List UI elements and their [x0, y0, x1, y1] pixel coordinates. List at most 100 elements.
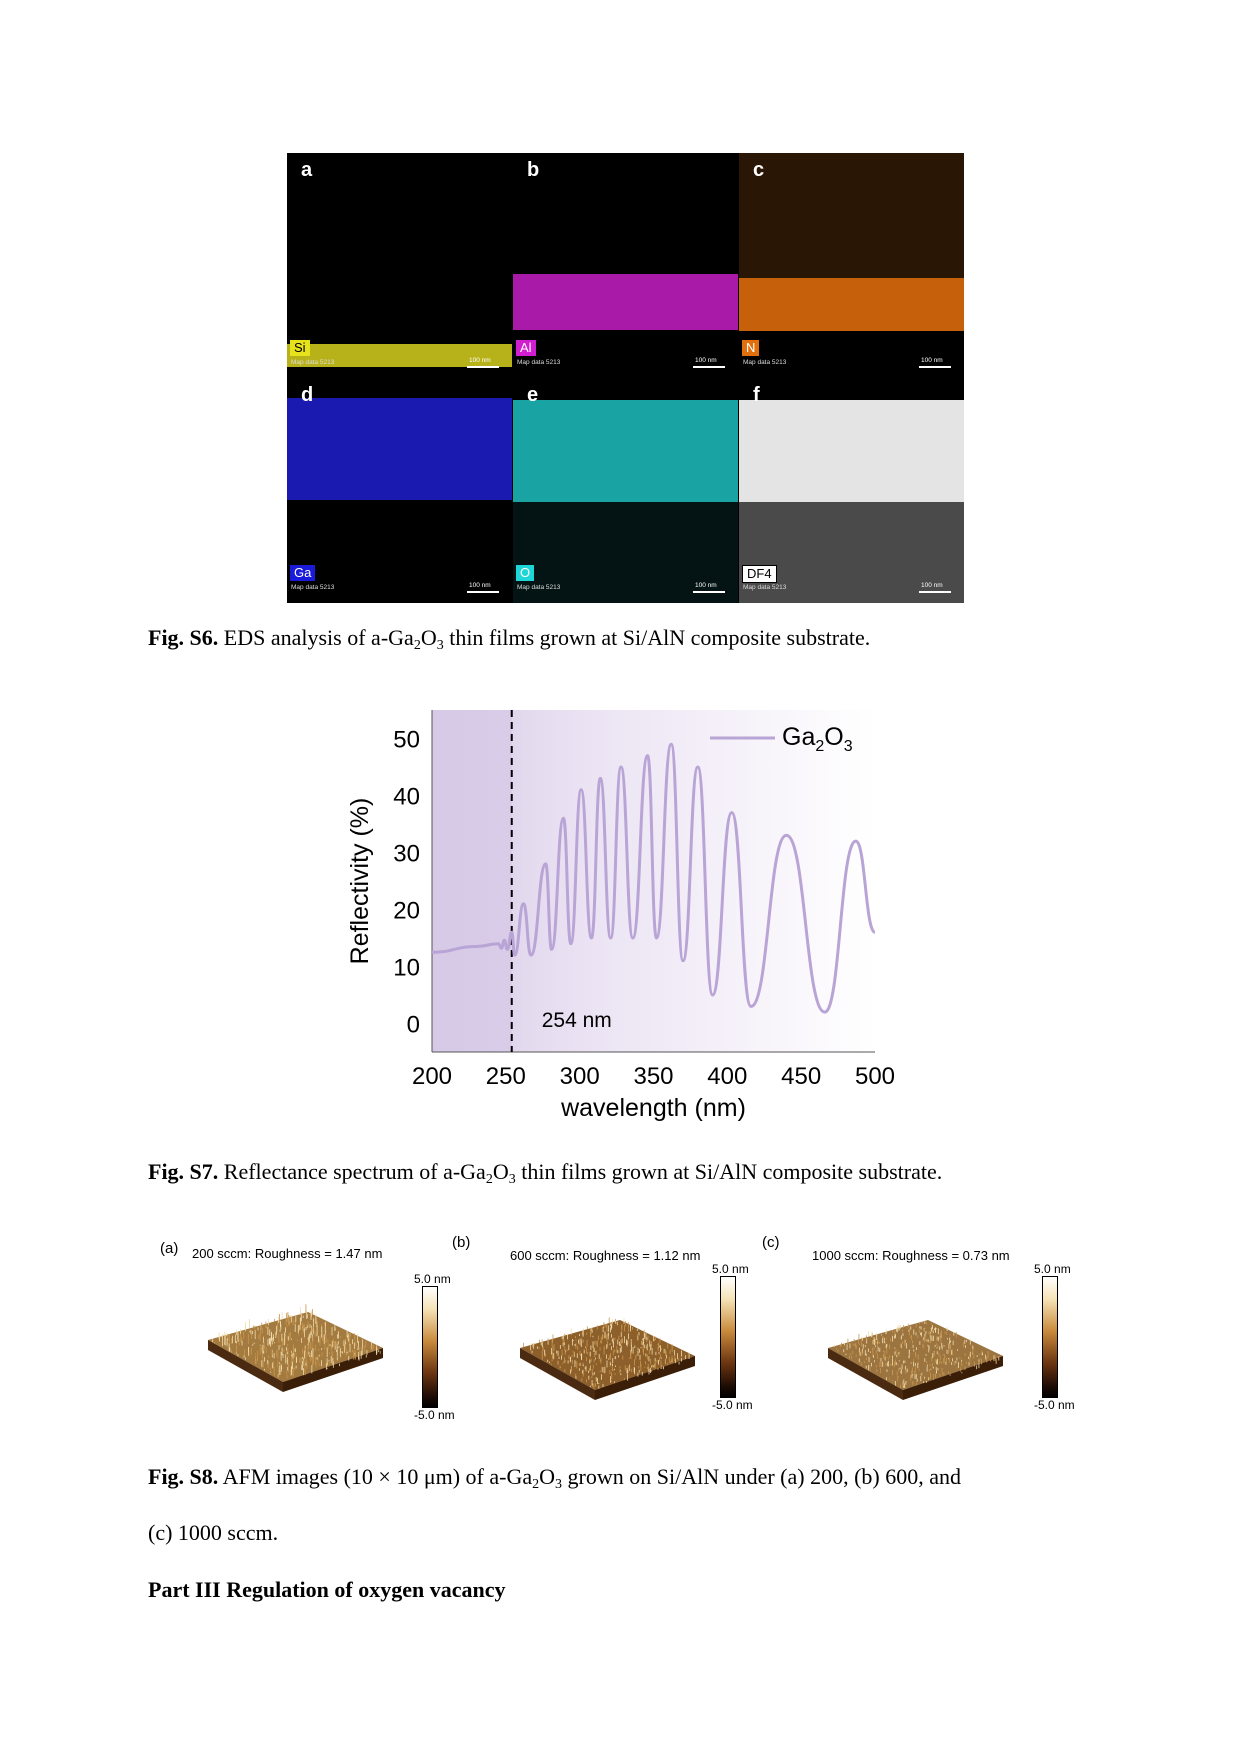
colorbar-max-label: 5.0 nm: [1034, 1262, 1071, 1276]
section-heading: Part III Regulation of oxygen vacancy: [148, 1577, 506, 1602]
y-tick-label: 0: [407, 1012, 420, 1039]
panel-letter: b: [527, 159, 540, 181]
scale-bar: [919, 366, 951, 368]
eds-panel-e: e O Map data 5213 100 nm: [513, 378, 738, 603]
afm-panel-title: 600 sccm: Roughness = 1.12 nm: [510, 1248, 701, 1263]
series-line-ga2o3: [431, 742, 877, 1014]
annotation-254nm: 254 nm: [542, 1009, 612, 1032]
element-label: Si: [290, 340, 310, 356]
afm-surface-3d: [828, 1320, 1003, 1400]
x-tick-label: 400: [707, 1063, 747, 1090]
eds-panel-b: b Al Map data 5213 100 nm: [513, 153, 738, 378]
afm-surface-side: [208, 1340, 283, 1392]
eds-signal-band: [513, 378, 738, 400]
element-label: O: [516, 565, 535, 581]
x-tick-label: 450: [781, 1063, 821, 1090]
eds-panel-a: a Si Map data 5213 100 nm: [287, 153, 512, 378]
afm-surface-side: [520, 1348, 595, 1400]
fig-s8-caption-line2: (c) 1000 sccm.: [148, 1520, 279, 1545]
map-data-label: Map data 5213: [291, 359, 335, 366]
colorbar-max-label: 5.0 nm: [712, 1262, 749, 1276]
scale-bar: [693, 366, 725, 368]
reflectance-chart: 200 250 300 350 400 450 500 0 10 20 30 40 50 wavele…: [346, 710, 895, 1122]
afm-colorbar: [720, 1276, 736, 1398]
panel-letter: c: [753, 159, 765, 181]
afm-surface-3d: [520, 1317, 695, 1400]
afm-panel-tag: (c): [762, 1234, 780, 1251]
scale-label: 100 nm: [921, 357, 943, 364]
map-data-label: Map data 5213: [517, 584, 561, 591]
shaded-region: [432, 710, 512, 1052]
afm-panel-a: (a) 200 sccm: Roughness = 1.47 nm 5.0 nm -5…: [150, 1226, 460, 1426]
afm-colorbar: [422, 1286, 438, 1408]
eds-panel-c: c N Map data 5213 100 nm: [739, 153, 964, 378]
eds-signal-band: [513, 502, 738, 603]
x-tick-label: 300: [560, 1063, 600, 1090]
map-data-label: Map data 5213: [743, 584, 787, 591]
afm-panel-title: 1000 sccm: Roughness = 0.73 nm: [812, 1248, 1010, 1263]
afm-colorbar: [1042, 1276, 1058, 1398]
eds-signal-band: [739, 153, 964, 278]
element-label: Al: [516, 340, 536, 356]
afm-surface-top: [520, 1320, 695, 1390]
x-tick-label: 200: [412, 1063, 452, 1090]
eds-panel-d: d Ga Map data 5213 100 nm: [287, 378, 512, 603]
x-tick-label: 500: [855, 1063, 895, 1090]
afm-panel-tag: (b): [452, 1234, 471, 1251]
afm-panel-tag: (a): [160, 1240, 179, 1257]
x-tick-label: 250: [486, 1063, 526, 1090]
eds-signal-band: [739, 502, 964, 603]
panel-letter: d: [301, 384, 314, 406]
x-axis-label: wavelength (nm): [560, 1094, 746, 1122]
scale-bar: [919, 591, 951, 593]
afm-panel-b: (b) 600 sccm: Roughness = 1.12 nm 5.0 nm -5…: [452, 1226, 770, 1426]
y-tick-label: 30: [393, 841, 420, 868]
scale-label: 100 nm: [695, 357, 717, 364]
eds-signal-band: [739, 400, 964, 502]
y-tick-label: 40: [393, 784, 420, 811]
panel-letter: f: [753, 384, 760, 406]
y-tick-label: 20: [393, 898, 420, 925]
afm-surface-3d: [208, 1304, 383, 1392]
element-label: N: [742, 340, 760, 356]
eds-signal-band: [513, 400, 738, 502]
panel-letter: e: [527, 384, 539, 406]
afm-surface-side: [595, 1356, 695, 1400]
eds-signal-band: [287, 344, 512, 367]
eds-signal-band: [739, 378, 964, 400]
eds-panel-f: f DF4 Map data 5213 100 nm: [739, 378, 964, 603]
x-tick-label: 350: [633, 1063, 673, 1090]
colorbar-min-label: -5.0 nm: [414, 1408, 455, 1422]
y-tick-labels: 0 10 20 30 40 50: [393, 727, 420, 1039]
afm-figure: (a) 200 sccm: Roughness = 1.47 nm 5.0 nm -5…: [150, 1226, 1100, 1426]
y-axis-label: Reflectivity (%): [346, 798, 374, 965]
eds-signal-band: [739, 278, 964, 331]
afm-panel-c: (c) 1000 sccm: Roughness = 0.73 nm 5.0 nm -…: [762, 1226, 1080, 1426]
afm-panel-title: 200 sccm: Roughness = 1.47 nm: [192, 1246, 383, 1261]
legend-label: Ga2O3: [782, 723, 853, 755]
x-tick-labels: 200 250 300 350 400 450 500: [412, 1063, 895, 1090]
eds-figure: a Si Map data 5213 100 nm b Al Map data 5213 10…: [287, 153, 964, 603]
fig-s6-caption: Fig. S6. EDS analysis of a-Ga2O3 thin fi…: [148, 625, 871, 653]
afm-surface-side: [828, 1348, 903, 1400]
scale-bar: [693, 591, 725, 593]
element-label: DF4: [742, 565, 777, 583]
eds-signal-band: [287, 378, 512, 398]
panel-letter: a: [301, 159, 313, 181]
scale-label: 100 nm: [921, 582, 943, 589]
eds-signal-band: [287, 398, 512, 500]
y-tick-label: 10: [393, 955, 420, 982]
map-data-label: Map data 5213: [517, 359, 561, 366]
colorbar-min-label: -5.0 nm: [712, 1398, 753, 1412]
element-label: Ga: [290, 565, 316, 581]
map-data-label: Map data 5213: [291, 584, 335, 591]
scale-label: 100 nm: [469, 582, 491, 589]
eds-signal-band: [513, 274, 738, 330]
colorbar-max-label: 5.0 nm: [414, 1272, 451, 1286]
afm-surface-side: [903, 1356, 1003, 1400]
scale-bar: [467, 366, 499, 368]
afm-surface-top: [208, 1312, 383, 1382]
scale-label: 100 nm: [695, 582, 717, 589]
fig-s7-caption: Fig. S7. Reflectance spectrum of a-Ga2O3…: [148, 1159, 943, 1187]
map-data-label: Map data 5213: [743, 359, 787, 366]
